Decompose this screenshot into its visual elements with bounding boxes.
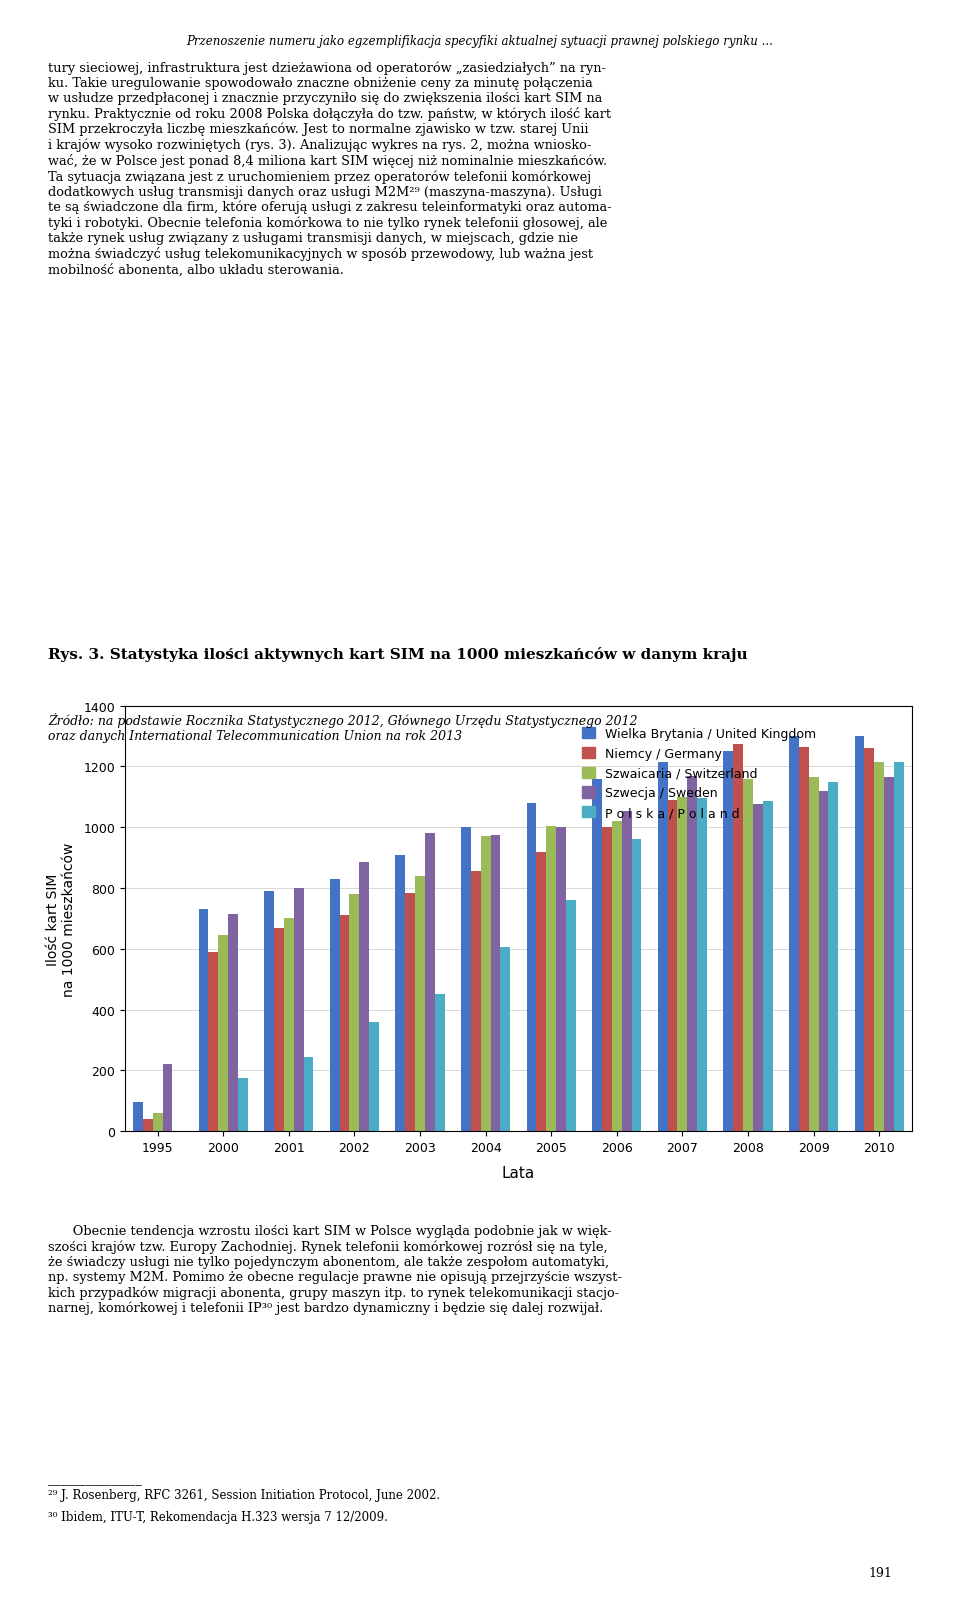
Text: _______________: _______________	[48, 1472, 142, 1485]
Bar	[340, 916, 349, 1132]
Bar	[527, 804, 537, 1132]
Bar	[500, 947, 510, 1132]
Bar	[828, 782, 838, 1132]
Bar	[274, 928, 284, 1132]
Text: Przenoszenie numeru jako egzemplifikacja specyfiki aktualnej sytuacji prawnej po: Przenoszenie numeru jako egzemplifikacja…	[186, 34, 774, 48]
Bar	[632, 839, 641, 1132]
Text: ²⁹ J. Rosenberg, RFC 3261, Session Initiation Protocol, June 2002.: ²⁹ J. Rosenberg, RFC 3261, Session Initi…	[48, 1488, 440, 1501]
Text: Obecnie tendencja wzrostu ilości kart SIM w Polsce wygląda podobnie jak w więk-
: Obecnie tendencja wzrostu ilości kart SI…	[48, 1225, 622, 1314]
Bar	[658, 762, 667, 1132]
Bar	[678, 798, 687, 1132]
Bar	[199, 910, 208, 1132]
Bar	[733, 745, 743, 1132]
Bar	[238, 1079, 248, 1132]
Text: Źródło: na podstawie Rocznika Statystycznego 2012, Głównego Urzędu Statystyczneg: Źródło: na podstawie Rocznika Statystycz…	[48, 713, 637, 743]
Bar	[697, 799, 707, 1132]
Bar	[162, 1064, 173, 1132]
Bar	[470, 872, 481, 1132]
Bar	[667, 801, 678, 1132]
Legend: Wielka Brytania / United Kingdom, Niemcy / Germany, Szwaicaria / Switzerland, Sz: Wielka Brytania / United Kingdom, Niemcy…	[576, 721, 822, 827]
Bar	[133, 1103, 143, 1132]
Bar	[808, 777, 819, 1132]
Text: tury sieciowej, infrastruktura jest dzieżawiona od operatorów „zasiedziałych” na: tury sieciowej, infrastruktura jest dzie…	[48, 61, 612, 276]
X-axis label: Lata: Lata	[502, 1165, 535, 1180]
Bar	[546, 827, 556, 1132]
Bar	[875, 762, 884, 1132]
Bar	[763, 802, 773, 1132]
Text: Rys. 3. Statystyka ilości aktywnych kart SIM na 1000 mieszkańców w danym kraju: Rys. 3. Statystyka ilości aktywnych kart…	[48, 647, 748, 661]
Bar	[425, 833, 435, 1132]
Bar	[894, 762, 903, 1132]
Bar	[612, 822, 622, 1132]
Bar	[370, 1022, 379, 1132]
Bar	[481, 836, 491, 1132]
Bar	[753, 806, 763, 1132]
Bar	[491, 835, 500, 1132]
Bar	[602, 828, 612, 1132]
Bar	[330, 880, 340, 1132]
Bar	[284, 918, 294, 1132]
Bar	[208, 952, 218, 1132]
Bar	[415, 876, 425, 1132]
Bar	[556, 828, 566, 1132]
Bar	[687, 777, 697, 1132]
Bar	[228, 915, 238, 1132]
Bar	[461, 828, 470, 1132]
Bar	[349, 894, 359, 1132]
Bar	[884, 777, 894, 1132]
Bar	[819, 791, 828, 1132]
Bar	[799, 748, 808, 1132]
Text: ³⁰ Ibidem, ITU-T, Rekomendacja H.323 wersja 7 12/2009.: ³⁰ Ibidem, ITU-T, Rekomendacja H.323 wer…	[48, 1510, 388, 1523]
Bar	[435, 995, 444, 1132]
Bar	[864, 748, 875, 1132]
Bar	[303, 1058, 313, 1132]
Bar	[566, 900, 576, 1132]
Bar	[537, 852, 546, 1132]
Bar	[264, 891, 274, 1132]
Text: 191: 191	[869, 1566, 893, 1579]
Bar	[218, 936, 228, 1132]
Bar	[854, 737, 864, 1132]
Bar	[294, 889, 303, 1132]
Bar	[592, 778, 602, 1132]
Bar	[405, 892, 415, 1132]
Bar	[724, 751, 733, 1132]
Bar	[359, 862, 370, 1132]
Bar	[622, 811, 632, 1132]
Bar	[153, 1114, 162, 1132]
Bar	[743, 778, 753, 1132]
Y-axis label: Ilość kart SIM
na 1000 mieszkańców: Ilość kart SIM na 1000 mieszkańców	[46, 841, 76, 997]
Bar	[789, 737, 799, 1132]
Bar	[396, 855, 405, 1132]
Bar	[143, 1119, 153, 1132]
